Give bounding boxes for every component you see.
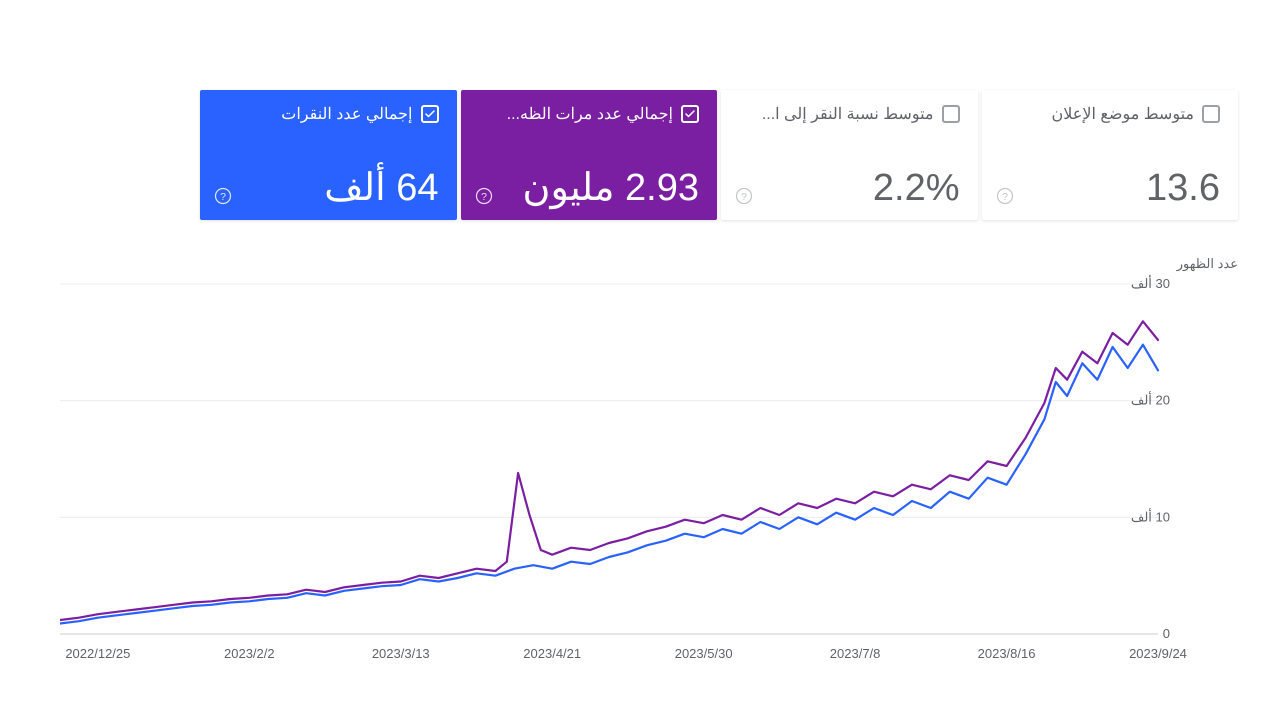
card-value: 2.2% bbox=[739, 168, 960, 210]
svg-text:10 ألف: 10 ألف bbox=[1131, 508, 1170, 524]
card-label: إجمالي عدد النقرات bbox=[281, 104, 412, 124]
svg-text:2023/4/21: 2023/4/21 bbox=[523, 646, 581, 661]
y-axis-title: عدد الظهور bbox=[1177, 256, 1238, 272]
svg-text:20 ألف: 20 ألف bbox=[1131, 392, 1170, 408]
checkbox-checked-icon bbox=[681, 105, 699, 123]
card-label: متوسط موضع الإعلان bbox=[1052, 104, 1195, 124]
card-label: إجمالي عدد مرات الظه... bbox=[507, 104, 673, 124]
help-icon[interactable]: ? bbox=[214, 187, 232, 210]
svg-text:?: ? bbox=[220, 191, 226, 203]
svg-text:?: ? bbox=[1002, 191, 1008, 203]
performance-chart: عدد الظهور 010 ألف20 ألف30 ألف2022/12/25… bbox=[60, 260, 1238, 680]
help-icon[interactable]: ? bbox=[996, 187, 1014, 210]
checkbox-unchecked-icon bbox=[942, 105, 960, 123]
card-value: 64 ألف bbox=[218, 168, 439, 210]
svg-text:2023/8/16: 2023/8/16 bbox=[978, 646, 1036, 661]
svg-text:2023/7/8: 2023/7/8 bbox=[830, 646, 881, 661]
svg-text:0: 0 bbox=[1163, 626, 1170, 641]
svg-text:2023/5/30: 2023/5/30 bbox=[675, 646, 733, 661]
card-total-clicks[interactable]: إجمالي عدد النقرات 64 ألف ? bbox=[200, 90, 457, 220]
svg-text:2023/3/13: 2023/3/13 bbox=[372, 646, 430, 661]
svg-text:2023/9/24: 2023/9/24 bbox=[1129, 646, 1187, 661]
card-avg-position[interactable]: متوسط موضع الإعلان 13.6 ? bbox=[982, 90, 1239, 220]
svg-text:?: ? bbox=[481, 191, 487, 203]
help-icon[interactable]: ? bbox=[735, 187, 753, 210]
card-total-impressions[interactable]: إجمالي عدد مرات الظه... 2.93 مليون ? bbox=[461, 90, 718, 220]
help-icon[interactable]: ? bbox=[475, 187, 493, 210]
metric-cards: إجمالي عدد النقرات 64 ألف ? إجمالي عدد م… bbox=[200, 90, 1238, 220]
card-value: 13.6 bbox=[1000, 168, 1221, 210]
card-value: 2.93 مليون bbox=[479, 168, 700, 210]
checkbox-checked-icon bbox=[421, 105, 439, 123]
card-label: متوسط نسبة النقر إلى ا... bbox=[762, 104, 934, 124]
line-chart-svg: 0 10 ألف 20 ألف 30 ألف 2022/12/25 2023/2/2 202… bbox=[60, 260, 1238, 680]
svg-text:30 ألف: 30 ألف bbox=[1131, 275, 1170, 291]
checkbox-unchecked-icon bbox=[1202, 105, 1220, 123]
svg-text:?: ? bbox=[741, 191, 747, 203]
svg-text:2023/2/2: 2023/2/2 bbox=[224, 646, 275, 661]
svg-text:2022/12/25: 2022/12/25 bbox=[65, 646, 130, 661]
card-avg-ctr[interactable]: متوسط نسبة النقر إلى ا... 2.2% ? bbox=[721, 90, 978, 220]
